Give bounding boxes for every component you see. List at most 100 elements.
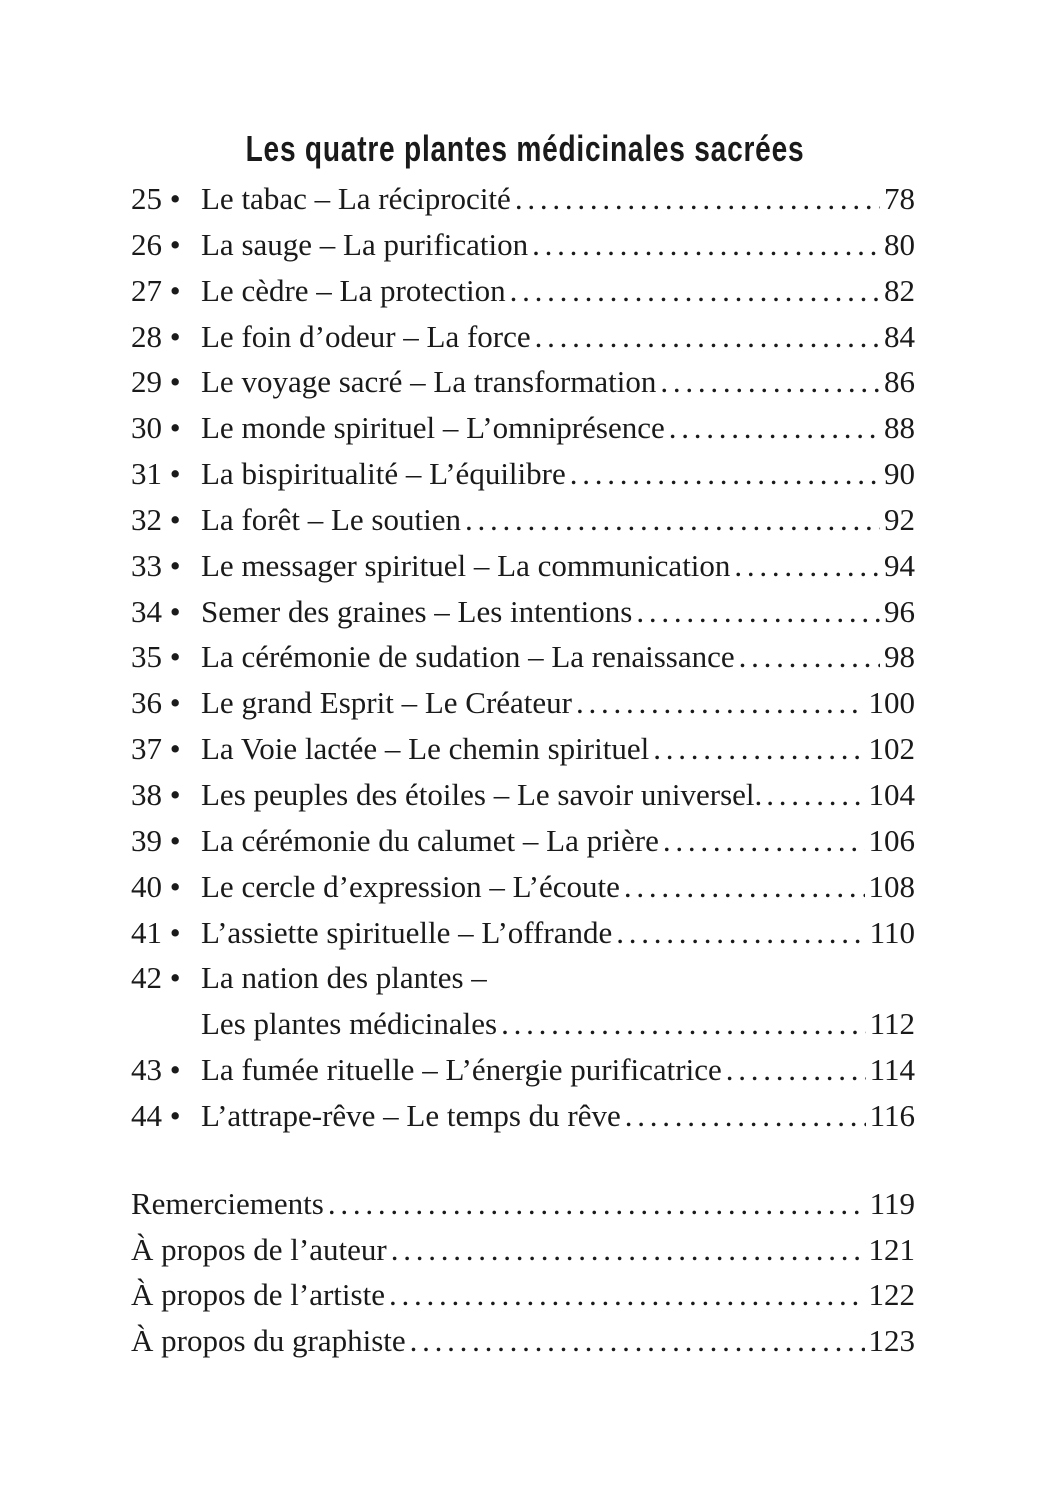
toc-entry[interactable]: 33 • Le messager spirituel – La communica… xyxy=(131,543,915,589)
entry-title: Semer des graines – Les intentions xyxy=(201,593,633,629)
leader-dots xyxy=(636,589,880,635)
entry-page: 114 xyxy=(869,1052,915,1088)
entry-number: 26 • xyxy=(131,226,181,262)
entry-page: 90 xyxy=(884,456,915,492)
entry-title: L’attrape-rêve – Le temps du rêve xyxy=(201,1097,621,1133)
entry-page: 122 xyxy=(868,1277,916,1313)
leader-dots xyxy=(734,543,880,589)
leader-dots xyxy=(726,1047,866,1093)
entry-title: La forêt – Le soutien xyxy=(201,501,461,537)
entry-number: 35 • xyxy=(131,639,181,675)
entry-number: 25 • xyxy=(131,181,181,216)
entry-page: 94 xyxy=(884,547,915,583)
leader-dots xyxy=(766,772,864,818)
toc-entry[interactable]: 41 • L’assiette spirituelle – L’offrande 1… xyxy=(131,910,915,956)
entry-number: 38 • xyxy=(131,776,181,812)
entry-page: 82 xyxy=(884,272,915,308)
entry-title: La fumée rituelle – L’énergie purificatr… xyxy=(201,1052,722,1088)
entry-page: 106 xyxy=(868,822,916,858)
leader-dots xyxy=(510,268,880,314)
toc-entry[interactable]: 44 • L’attrape-rêve – Le temps du rêve 116 xyxy=(131,1093,915,1139)
entry-title: La cérémonie du calumet – La prière xyxy=(201,822,659,858)
leader-dots xyxy=(660,359,880,405)
entry-title: Le voyage sacré – La transformation xyxy=(201,364,657,400)
toc-entry[interactable]: 27 • Le cèdre – La protection 82 xyxy=(131,268,915,314)
leader-dots xyxy=(576,680,865,726)
entry-title: Le tabac – La réciprocité xyxy=(201,181,511,216)
toc-entry[interactable]: 36 • Le grand Esprit – Le Créateur 100 xyxy=(131,680,915,726)
leader-dots xyxy=(410,1318,865,1364)
leader-dots xyxy=(653,726,864,772)
toc-entry[interactable]: 31 • La bispiritualité – L’équilibre 90 xyxy=(131,451,915,497)
leader-dots xyxy=(624,864,865,910)
leader-dots xyxy=(389,1272,865,1318)
entry-page: 80 xyxy=(884,226,915,262)
entry-page: 104 xyxy=(868,776,916,812)
toc-entry[interactable]: 32 • La forêt – Le soutien 92 xyxy=(131,497,915,543)
back-matter-entry[interactable]: À propos de l’auteur 121 xyxy=(131,1227,915,1273)
entry-number: 34 • xyxy=(131,593,181,629)
leader-dots xyxy=(739,634,880,680)
entry-page: 92 xyxy=(884,501,915,537)
entry-number: 40 • xyxy=(131,868,181,904)
entry-number: 41 • xyxy=(131,914,181,950)
entry-number: 32 • xyxy=(131,501,181,537)
entry-page: 78 xyxy=(884,181,915,216)
toc-entry[interactable]: 42 • La nation des plantes – xyxy=(131,955,915,1001)
entry-page: 84 xyxy=(884,318,915,354)
leader-dots xyxy=(625,1093,866,1139)
table-of-contents: 25 • Le tabac – La réciprocité 78 26 • La sa… xyxy=(131,176,915,1364)
entry-number: 29 • xyxy=(131,364,181,400)
entry-number: 36 • xyxy=(131,685,181,721)
entry-title: La bispiritualité – L’équilibre xyxy=(201,456,566,492)
entry-number: 31 • xyxy=(131,456,181,492)
back-matter-entry[interactable]: À propos du graphiste 123 xyxy=(131,1318,915,1364)
entry-title: Le cèdre – La protection xyxy=(201,272,506,308)
entry-title: L’assiette spirituelle – L’offrande xyxy=(201,914,613,950)
section-title: Les quatre plantes médicinales sacrées xyxy=(245,128,805,169)
leader-dots xyxy=(391,1227,865,1273)
entry-title: La cérémonie de sudation – La renaissanc… xyxy=(201,639,735,675)
entry-title: À propos de l’auteur xyxy=(131,1231,387,1267)
entry-page: 100 xyxy=(868,685,916,721)
entry-title: Le foin d’odeur – La force xyxy=(201,318,531,354)
entry-title: Le grand Esprit – Le Créateur xyxy=(201,685,572,721)
entry-page: 86 xyxy=(884,364,915,400)
toc-entry-continuation[interactable]: Les plantes médicinales 112 xyxy=(131,1001,915,1047)
toc-entry[interactable]: 34 • Semer des graines – Les intentions 96 xyxy=(131,589,915,635)
entry-number: 42 • xyxy=(131,960,181,996)
entry-number: 43 • xyxy=(131,1052,181,1088)
toc-entry[interactable]: 37 • La Voie lactée – Le chemin spirituel… xyxy=(131,726,915,772)
leader-dots xyxy=(465,497,880,543)
entry-title: La sauge – La purification xyxy=(201,226,529,262)
toc-entry[interactable]: 40 • Le cercle d’expression – L’écoute 108 xyxy=(131,864,915,910)
toc-entry[interactable]: 43 • La fumée rituelle – L’énergie purifi… xyxy=(131,1047,915,1093)
leader-dots xyxy=(535,314,880,360)
entry-title: Remerciements xyxy=(131,1185,324,1221)
toc-entry[interactable]: 25 • Le tabac – La réciprocité 78 xyxy=(131,176,915,222)
toc-entry[interactable]: 38 • Les peuples des étoiles – Le savoir … xyxy=(131,772,915,818)
toc-entry[interactable]: 29 • Le voyage sacré – La transformation 8… xyxy=(131,359,915,405)
entry-page: 119 xyxy=(869,1185,915,1221)
entry-number: 33 • xyxy=(131,547,181,583)
entry-title: La nation des plantes – xyxy=(201,960,487,996)
entry-page: 96 xyxy=(884,593,915,629)
section-gap xyxy=(131,1139,915,1181)
toc-entry[interactable]: 26 • La sauge – La purification 80 xyxy=(131,222,915,268)
entry-page: 110 xyxy=(869,914,915,950)
entry-title: La Voie lactée – Le chemin spirituel xyxy=(201,731,650,767)
toc-entry[interactable]: 30 • Le monde spirituel – L’omniprésence 8… xyxy=(131,405,915,451)
entry-page: 112 xyxy=(869,1006,915,1042)
entry-page: 121 xyxy=(868,1231,916,1267)
entry-page: 88 xyxy=(884,410,915,446)
entry-number: 44 • xyxy=(131,1097,181,1133)
toc-entry[interactable]: 35 • La cérémonie de sudation – La renais… xyxy=(131,634,915,680)
entry-page: 102 xyxy=(868,731,916,767)
leader-dots xyxy=(515,176,880,222)
toc-entry[interactable]: 39 • La cérémonie du calumet – La prière 1… xyxy=(131,818,915,864)
entry-page: 98 xyxy=(884,639,915,675)
back-matter-entry[interactable]: À propos de l’artiste 122 xyxy=(131,1272,915,1318)
toc-entry[interactable]: 28 • Le foin d’odeur – La force 84 xyxy=(131,314,915,360)
entry-page: 123 xyxy=(868,1323,916,1359)
back-matter-entry[interactable]: Remerciements 119 xyxy=(131,1181,915,1227)
